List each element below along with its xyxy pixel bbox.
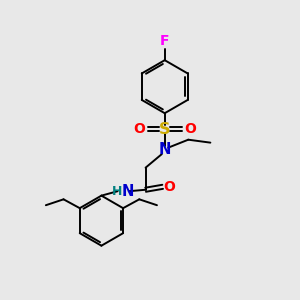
Text: H: H — [112, 185, 122, 198]
Text: N: N — [122, 184, 134, 199]
Text: O: O — [133, 122, 145, 136]
Text: N: N — [158, 142, 171, 158]
Text: O: O — [163, 180, 175, 194]
Text: F: F — [160, 34, 169, 47]
Text: S: S — [159, 122, 170, 137]
Text: O: O — [185, 122, 197, 136]
